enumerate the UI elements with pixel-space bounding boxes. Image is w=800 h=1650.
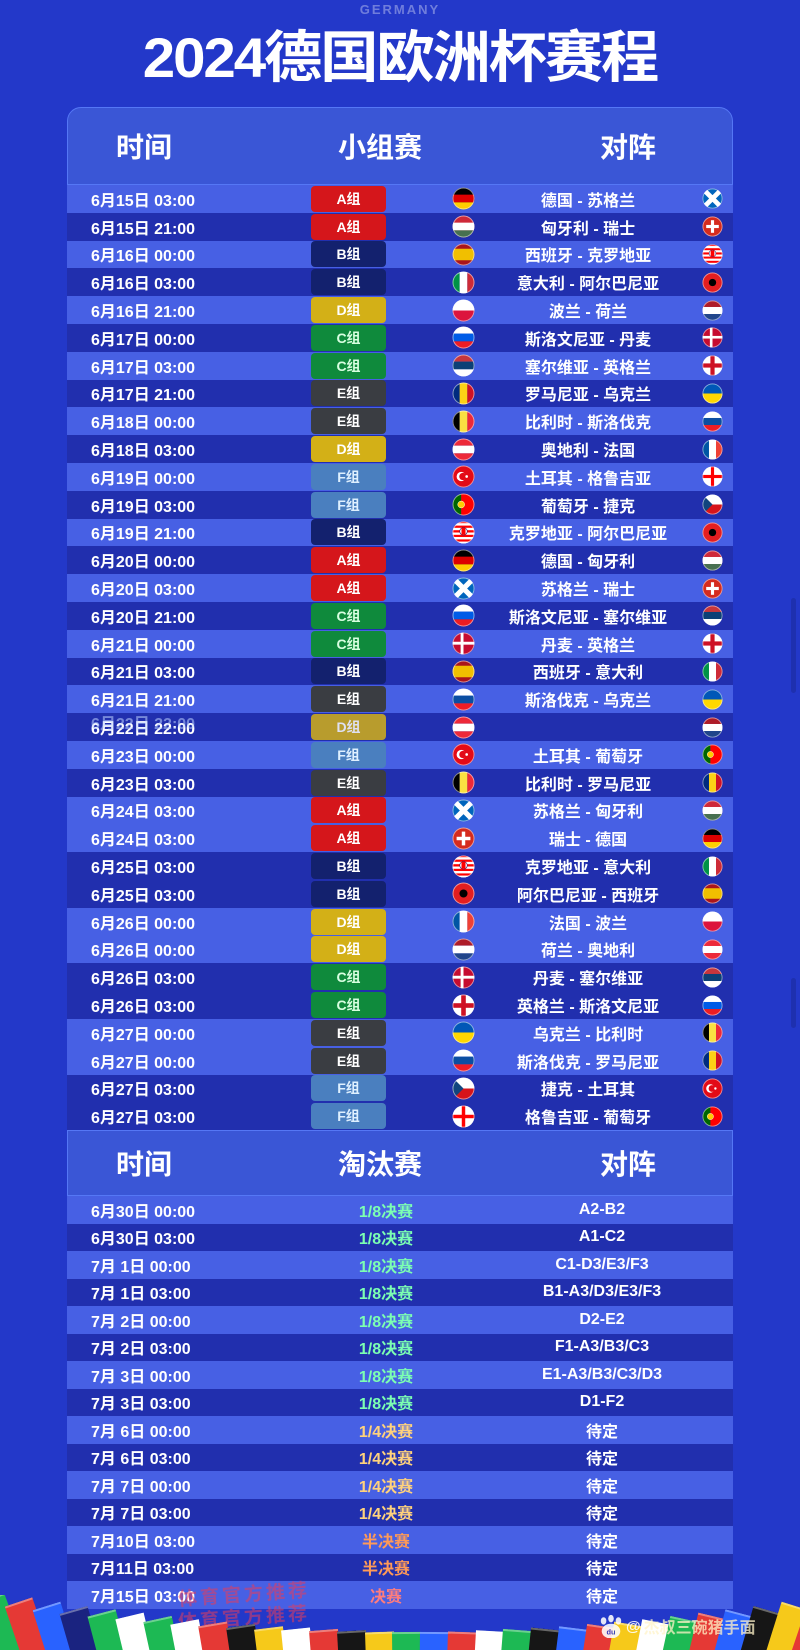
svg-text:du: du bbox=[606, 1627, 616, 1636]
